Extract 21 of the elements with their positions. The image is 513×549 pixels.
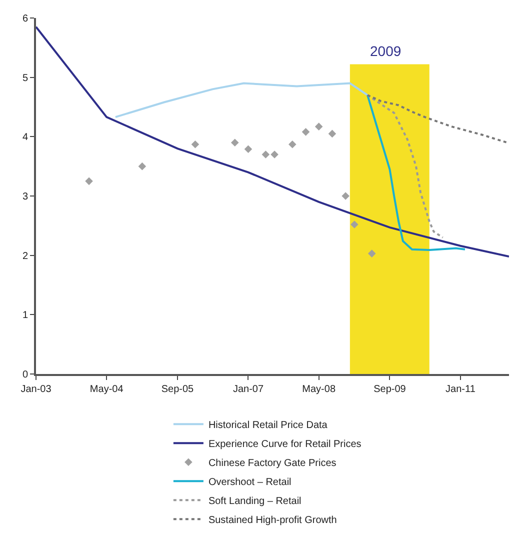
x-tick-label: Jan-03 xyxy=(20,384,52,395)
y-tick-label: 3 xyxy=(22,192,28,202)
y-tick-label: 2 xyxy=(22,250,28,262)
legend-label: Soft Landing – Retail xyxy=(208,496,302,507)
legend-label: Historical Retail Price Data xyxy=(208,420,328,431)
y-tick-label: 0 xyxy=(22,370,28,380)
legend-label: Experience Curve for Retail Prices xyxy=(208,439,362,450)
x-tick-label: Jan-07 xyxy=(232,384,264,395)
band-label: 2009 xyxy=(370,43,402,59)
x-tick-label: May-04 xyxy=(90,384,124,395)
x-tick-label: Sep-05 xyxy=(161,384,194,395)
y-tick-label: 6 xyxy=(22,14,28,24)
legend-label: Sustained High-profit Growth xyxy=(208,515,337,526)
legend-label: Chinese Factory Gate Prices xyxy=(208,458,336,469)
x-tick-label: Sep-09 xyxy=(374,384,406,395)
y-tick-label: 5 xyxy=(22,72,28,84)
x-tick-label: Jan-11 xyxy=(446,384,476,395)
y-tick-label: 4 xyxy=(22,132,28,144)
y-tick-label: 1 xyxy=(22,310,28,322)
x-tick-label: May-08 xyxy=(302,384,336,395)
legend-label: Overshoot – Retail xyxy=(208,477,292,488)
